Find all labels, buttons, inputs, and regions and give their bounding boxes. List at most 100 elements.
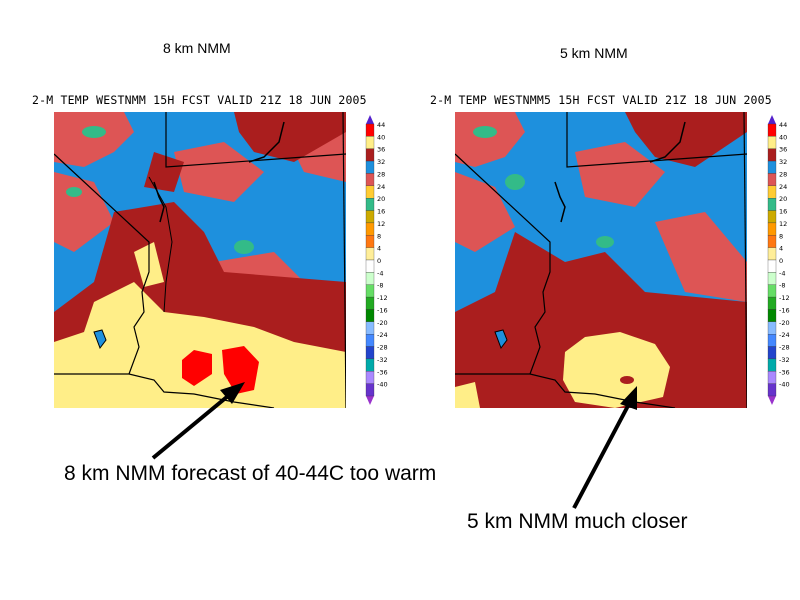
colorbar-swatch bbox=[767, 296, 777, 310]
state-border bbox=[54, 153, 150, 375]
colorbar-tick-label: 8 bbox=[779, 232, 783, 240]
colorbar-tick-label: 20 bbox=[779, 195, 787, 203]
lake bbox=[93, 329, 107, 350]
colorbar-swatch bbox=[767, 259, 777, 273]
colorbar-tick-label: 24 bbox=[779, 183, 787, 191]
green-patch bbox=[82, 126, 106, 138]
colorbar-tick-label: -8 bbox=[779, 282, 785, 290]
annotation-left: 8 km NMM forecast of 40-44C too warm bbox=[64, 462, 437, 485]
state-border bbox=[743, 112, 747, 408]
colorbar-tick-label: -16 bbox=[779, 306, 790, 314]
colorbar-swatch bbox=[365, 247, 375, 261]
colorbar-swatch bbox=[365, 222, 375, 236]
colorbar-swatch bbox=[365, 173, 375, 186]
colorbar-swatch bbox=[365, 346, 375, 360]
arrow-right-shaft bbox=[572, 401, 632, 509]
state-border bbox=[165, 112, 346, 168]
colorbar-tick-label: 0 bbox=[377, 257, 381, 265]
panel-title-8km: 8 km NMM bbox=[163, 40, 231, 56]
colorbar-tick-label: 36 bbox=[779, 146, 787, 154]
river bbox=[153, 181, 165, 223]
colorbar-swatch bbox=[767, 334, 777, 347]
colorbar-swatch bbox=[365, 284, 375, 298]
colorbar-swatch bbox=[767, 358, 777, 372]
colorbar-swatch bbox=[767, 383, 777, 397]
lake bbox=[494, 329, 508, 350]
colorbar-swatch bbox=[365, 358, 375, 372]
state-border bbox=[342, 112, 346, 408]
panel-title-5km: 5 km NMM bbox=[560, 45, 628, 61]
colorbar-swatch bbox=[365, 259, 375, 273]
colorbar-tick-label: 44 bbox=[377, 121, 385, 129]
green-patch bbox=[505, 174, 525, 190]
warm-region bbox=[625, 112, 747, 167]
colorbar-tick-label: -20 bbox=[779, 319, 790, 327]
colorbar-tick-label: 32 bbox=[377, 158, 385, 166]
state-border bbox=[455, 153, 551, 375]
colorbar-swatch bbox=[365, 272, 375, 285]
colorbar-tick-label: -16 bbox=[377, 306, 388, 314]
river bbox=[554, 181, 566, 223]
colorbar-swatch bbox=[365, 321, 375, 335]
colorbar-tick-label: 12 bbox=[377, 220, 385, 228]
map-header-5km: 2-M TEMP WESTNMM5 15H FCST VALID 21Z 18 … bbox=[430, 93, 772, 107]
colorbar-tick-label: -36 bbox=[377, 368, 388, 376]
state-border bbox=[566, 112, 747, 168]
colorbar-swatch bbox=[365, 210, 375, 224]
green-patch bbox=[596, 236, 614, 248]
colorbar-swatch bbox=[365, 160, 375, 174]
colorbar-swatch bbox=[767, 148, 777, 162]
colorbar-tick-label: 40 bbox=[779, 133, 787, 141]
cool-region bbox=[575, 142, 665, 207]
colorbar-swatch bbox=[767, 160, 777, 174]
map-header-8km: 2-M TEMP WESTNMM 15H FCST VALID 21Z 18 J… bbox=[32, 93, 367, 107]
colorbar-swatch bbox=[365, 148, 375, 162]
colorbar-8km: 444036322824201612840-4-8-12-16-20-24-28… bbox=[365, 115, 388, 405]
state-border bbox=[148, 176, 173, 313]
cool-region bbox=[455, 172, 515, 252]
river bbox=[649, 121, 686, 163]
colorbar-swatch bbox=[365, 185, 375, 199]
colorbar-tick-label: -24 bbox=[779, 331, 790, 339]
warm-region bbox=[234, 112, 346, 162]
annotation-right: 5 km NMM much closer bbox=[467, 510, 688, 533]
colorbar-tick-label: -32 bbox=[377, 356, 388, 364]
warm-spot bbox=[620, 376, 634, 384]
cool-region bbox=[655, 212, 747, 302]
colorbar-swatch bbox=[365, 198, 375, 211]
colorbar-tick-label: -24 bbox=[377, 331, 388, 339]
colorbar-bottom-arrow bbox=[366, 396, 374, 405]
green-patch bbox=[66, 187, 82, 197]
colorbar-swatch bbox=[365, 296, 375, 310]
cool-region bbox=[174, 142, 264, 202]
colorbar-tick-label: 12 bbox=[779, 220, 787, 228]
hot-region bbox=[54, 282, 346, 408]
colorbar-bottom-arrow bbox=[768, 396, 776, 405]
colorbar-tick-label: 4 bbox=[779, 245, 783, 253]
colorbar-tick-label: 0 bbox=[779, 257, 783, 265]
colorbar-tick-label: 40 bbox=[377, 133, 385, 141]
green-patch bbox=[473, 126, 497, 138]
colorbar-swatch bbox=[767, 198, 777, 211]
temperature-map-8km bbox=[54, 112, 346, 408]
colorbar-tick-label: -40 bbox=[377, 381, 388, 389]
hot-region bbox=[455, 382, 480, 408]
green-patch bbox=[234, 240, 254, 254]
colorbar-tick-label: 20 bbox=[377, 195, 385, 203]
colorbar-tick-label: -36 bbox=[779, 368, 790, 376]
colorbar-swatch bbox=[767, 346, 777, 360]
colorbar-swatch bbox=[767, 136, 777, 149]
colorbar-swatch bbox=[767, 272, 777, 285]
colorbar-tick-label: -32 bbox=[779, 356, 790, 364]
colorbar-tick-label: 4 bbox=[377, 245, 381, 253]
colorbar-tick-label: -8 bbox=[377, 282, 383, 290]
colorbar-tick-label: -40 bbox=[779, 381, 790, 389]
colorbar-tick-label: 32 bbox=[779, 158, 787, 166]
colorbar-tick-label: 16 bbox=[377, 208, 385, 216]
colorbar-swatch bbox=[365, 235, 375, 248]
colorbar-swatch bbox=[365, 334, 375, 347]
colorbar-swatch bbox=[767, 247, 777, 261]
colorbar-swatch bbox=[767, 210, 777, 224]
colorbar-tick-label: 16 bbox=[779, 208, 787, 216]
colorbar-5km: 444036322824201612840-4-8-12-16-20-24-28… bbox=[767, 115, 790, 405]
